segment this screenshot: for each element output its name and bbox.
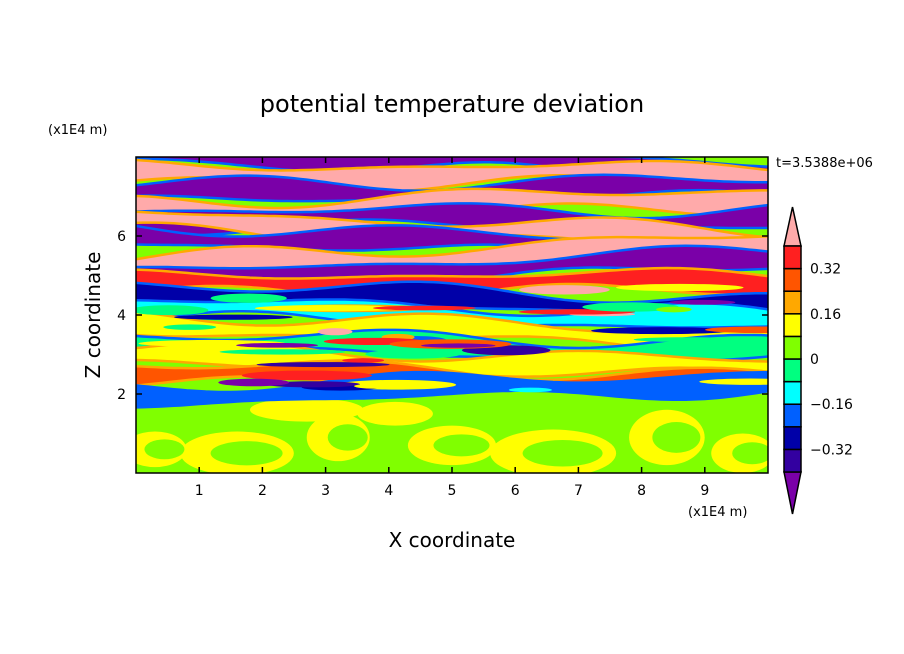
contour-streak bbox=[236, 342, 319, 348]
colorbar-label: 0 bbox=[810, 352, 819, 368]
y-tick-label: 6 bbox=[117, 229, 126, 245]
contour-band bbox=[136, 312, 768, 353]
chart-title: potential temperature deviation bbox=[260, 90, 644, 118]
contour-streak bbox=[254, 305, 404, 312]
colorbar-swatch bbox=[783, 426, 802, 451]
colorbar-arrow-bottom bbox=[783, 471, 802, 515]
colorbar-label: −0.32 bbox=[810, 442, 853, 458]
y-tick-label: 2 bbox=[117, 387, 126, 403]
colorbar-label: 0.16 bbox=[810, 307, 841, 323]
x-tick-label: 8 bbox=[637, 483, 646, 499]
colorbar-label: 0.32 bbox=[810, 262, 841, 278]
contour-streak bbox=[163, 324, 217, 330]
contour-region bbox=[210, 441, 283, 466]
contour-streak bbox=[256, 362, 390, 368]
contour-streak bbox=[219, 349, 346, 355]
x-tick-label: 6 bbox=[511, 483, 520, 499]
colorbar: 0.32 0.16 0 −0.16 −0.32 bbox=[783, 206, 853, 515]
colorbar-arrow-top bbox=[783, 206, 802, 247]
x-tick-label: 3 bbox=[321, 483, 330, 499]
contour-region bbox=[433, 434, 490, 457]
colorbar-swatch bbox=[783, 290, 802, 315]
contour-region bbox=[144, 439, 185, 460]
contour-region bbox=[357, 401, 433, 426]
contour-streak bbox=[241, 370, 372, 381]
colorbar-swatch bbox=[783, 267, 802, 292]
axes: 1 2 3 4 5 6 7 8 9 2 4 6 bbox=[117, 157, 768, 499]
contour-streak bbox=[705, 326, 768, 334]
contour-streak bbox=[508, 387, 552, 393]
x-tick-label: 1 bbox=[195, 483, 204, 499]
contour-region bbox=[522, 440, 603, 467]
contour-region bbox=[732, 442, 768, 465]
contour-streak bbox=[317, 328, 353, 336]
x-tick-label: 4 bbox=[384, 483, 393, 499]
contour-streak bbox=[342, 358, 385, 363]
contour-streak bbox=[519, 285, 610, 295]
contour-region bbox=[327, 424, 368, 451]
contour-region bbox=[652, 422, 701, 453]
y-axis-label: Z coordinate bbox=[81, 252, 105, 379]
contour-streak bbox=[421, 343, 496, 348]
contour-streak bbox=[633, 337, 741, 342]
y-unit-label: (x1E4 m) bbox=[48, 123, 107, 138]
colorbar-swatch bbox=[783, 380, 802, 405]
colorbar-swatch bbox=[783, 358, 802, 383]
colorbar-swatch bbox=[783, 335, 802, 360]
x-unit-label: (x1E4 m) bbox=[688, 505, 747, 520]
x-tick-label: 2 bbox=[258, 483, 267, 499]
x-axis-label: X coordinate bbox=[389, 528, 516, 552]
contour-streak bbox=[699, 378, 768, 385]
time-label: t=3.5388e+06 bbox=[776, 156, 873, 171]
x-tick-label: 9 bbox=[700, 483, 709, 499]
x-tick-label: 7 bbox=[574, 483, 583, 499]
colorbar-swatch bbox=[783, 403, 802, 428]
contour-streak bbox=[136, 305, 209, 316]
colorbar-label: −0.16 bbox=[810, 397, 853, 413]
contour-streak bbox=[372, 305, 476, 311]
contour-streak bbox=[210, 293, 287, 303]
contour-streak bbox=[591, 327, 731, 335]
contour-streak bbox=[669, 299, 736, 305]
colorbar-swatch bbox=[783, 448, 802, 473]
contour-streak bbox=[365, 349, 461, 359]
contour-streak bbox=[354, 383, 410, 389]
y-tick-label: 4 bbox=[117, 308, 126, 324]
colorbar-swatch bbox=[783, 245, 802, 270]
contour-band bbox=[136, 247, 768, 288]
contour-band bbox=[136, 237, 768, 271]
colorbar-swatch bbox=[783, 313, 802, 338]
contour-streak bbox=[174, 314, 293, 320]
contour-band bbox=[136, 373, 768, 407]
contour-streak bbox=[656, 306, 692, 313]
contour-region bbox=[249, 397, 364, 422]
contour-streak bbox=[218, 378, 290, 387]
contour-streak bbox=[615, 283, 744, 292]
contour-field bbox=[136, 157, 768, 473]
x-tick-label: 5 bbox=[448, 483, 457, 499]
contour-streak bbox=[582, 302, 679, 312]
